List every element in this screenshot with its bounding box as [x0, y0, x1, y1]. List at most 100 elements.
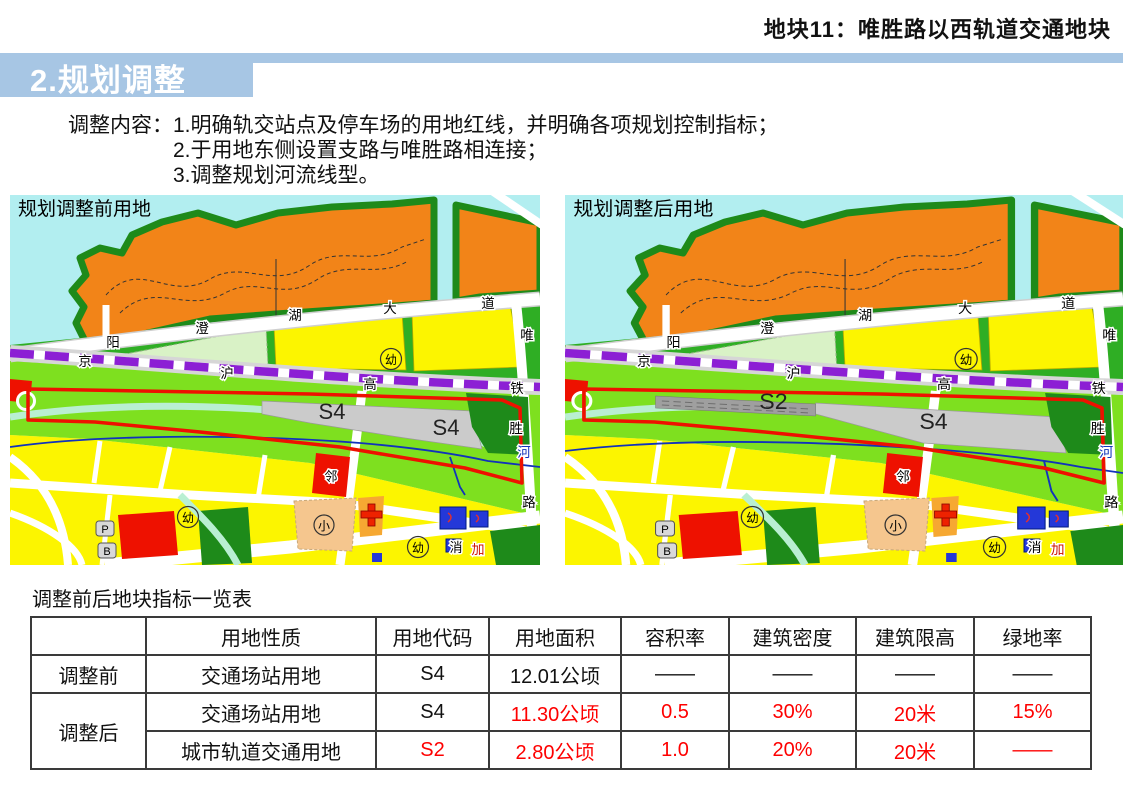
railway-label-char: 铁 — [510, 381, 524, 396]
zone-label-1: S4 — [319, 399, 346, 424]
weisheng-road-char: 唯 — [1102, 327, 1116, 343]
stream-channel — [177, 492, 242, 565]
table-row-before: 调整前 交通场站用地 S4 12.01公顷 —— —— —— —— — [30, 654, 1092, 694]
row-label-before: 调整前 — [30, 654, 147, 694]
cell-green: —— — [973, 654, 1092, 694]
cell-height: 20米 — [855, 692, 975, 732]
railway-track — [10, 348, 540, 392]
zone-label-2: S4 — [919, 410, 947, 434]
stream-line — [680, 260, 985, 314]
dark-green-parcel — [198, 507, 252, 565]
stream-channel — [741, 492, 809, 565]
stream-line — [665, 238, 1004, 296]
weisheng-road-char: 路 — [1104, 494, 1118, 510]
kindergarten-badge — [954, 347, 978, 371]
bus-parcel — [97, 542, 117, 559]
railway-label-char: 高 — [937, 376, 951, 392]
kindergarten-label: 幼 — [385, 353, 397, 367]
header-blank — [30, 616, 147, 656]
lane — [157, 446, 173, 492]
map-before: 阳 澄 湖 大 道 京 沪 高 铁 唯 胜 路 河 S4 S4 幼 幼 幼 邻 … — [10, 195, 540, 565]
side-road — [10, 509, 86, 565]
stream-line — [105, 238, 427, 296]
top-road — [1071, 195, 1123, 229]
table-header-row: 用地性质 用地代码 用地面积 容积率 建筑密度 建筑限高 绿地率 — [30, 616, 1092, 656]
header-code: 用地代码 — [375, 616, 490, 656]
cross-icon — [934, 510, 958, 519]
utility-symbol-icon — [447, 512, 480, 523]
parking-label: P — [661, 524, 669, 536]
lane — [720, 446, 737, 492]
dark-green-parcel — [490, 525, 540, 565]
primary-school-label: 小 — [318, 519, 330, 533]
railway-label-char: 铁 — [1092, 380, 1106, 396]
kindergarten-label: 幼 — [960, 353, 973, 367]
lane — [255, 454, 268, 500]
section-title-block: 2.规划调整 — [0, 53, 253, 98]
cross-icon — [360, 510, 383, 519]
avenue-label-char: 湖 — [858, 307, 872, 323]
cell-height: 20米 — [855, 730, 975, 770]
content-item-2: 2.于用地东侧设置支路与唯胜路相连接； — [173, 139, 548, 162]
adjustment-content: 调整内容： 1.明确轨交站点及停车场的用地红线，并明确各项规划控制指标； 2.于… — [68, 113, 779, 188]
header-area: 用地面积 — [488, 616, 622, 656]
cell-density: —— — [728, 654, 857, 694]
cell-nature: 交通场站用地 — [145, 654, 377, 694]
railway-label-char: 京 — [637, 353, 651, 369]
neighborhood-parcel — [882, 453, 923, 497]
cell-area: 11.30公顷 — [488, 692, 622, 732]
map-after: 阳 澄 湖 大 道 京 沪 高 铁 唯 胜 路 河 S2 S4 幼 幼 幼 邻 … — [565, 195, 1123, 565]
side-road — [10, 453, 72, 565]
page-title: 地块11：唯胜路以西轨道交通地块 — [763, 17, 1111, 42]
lane — [650, 440, 663, 484]
railway-label-char: 高 — [363, 376, 377, 392]
cell-green: —— — [973, 730, 1092, 770]
side-road — [565, 453, 631, 565]
accent-bar — [0, 53, 1123, 63]
cell-nature: 城市轨道交通用地 — [145, 730, 377, 770]
kindergarten-badge — [406, 535, 430, 559]
fire-station-parcel — [445, 538, 462, 553]
fire-station-parcel — [1023, 538, 1041, 553]
header-nature: 用地性质 — [145, 616, 377, 656]
avenue-road — [565, 293, 1123, 361]
header-far: 容积率 — [620, 616, 730, 656]
cell-far: 0.5 — [620, 692, 730, 732]
cell-height: —— — [855, 654, 975, 694]
railway-track — [565, 348, 1123, 392]
river-label: 河 — [1099, 444, 1113, 460]
cell-code: S4 — [375, 654, 490, 694]
top-road — [490, 195, 540, 229]
railway-label-char: 京 — [78, 354, 92, 369]
lane — [91, 440, 103, 484]
cell-green: 15% — [973, 692, 1092, 732]
header-green: 绿地率 — [973, 616, 1092, 656]
cell-nature: 交通场站用地 — [145, 692, 377, 732]
kindergarten-label: 幼 — [988, 541, 1001, 555]
school-parcel — [863, 497, 930, 552]
table-row-after-2: 城市轨道交通用地 S2 2.80公顷 1.0 20% 20米 —— — [31, 730, 1092, 770]
weisheng-road-char: 胜 — [1091, 420, 1105, 436]
plot-boundary — [26, 387, 524, 485]
map-after-title: 规划调整后用地 — [573, 198, 713, 219]
kindergarten-badge — [982, 535, 1007, 559]
river-label: 河 — [517, 445, 531, 460]
red-parcel — [118, 511, 178, 559]
kindergarten-badge — [176, 505, 200, 529]
school-badge — [884, 514, 907, 536]
dark-green-parcel — [762, 507, 820, 565]
cell-far: 1.0 — [620, 730, 730, 770]
kindergarten-label: 幼 — [182, 511, 194, 525]
weisheng-road-char: 唯 — [520, 328, 534, 343]
plot-boundary — [582, 387, 1106, 485]
avenue-label-char: 阳 — [106, 335, 120, 350]
avenue-label-char: 澄 — [760, 320, 774, 336]
avenue-label-char: 澄 — [195, 321, 209, 336]
gas-station-label: 加 — [471, 542, 484, 557]
cell-far: —— — [620, 654, 730, 694]
avenue-road — [10, 293, 540, 361]
kindergarten-label: 幼 — [746, 511, 759, 525]
bus-label: B — [103, 546, 110, 558]
cell-area: 2.80公顷 — [488, 730, 622, 770]
railway-label-char: 沪 — [786, 365, 800, 381]
